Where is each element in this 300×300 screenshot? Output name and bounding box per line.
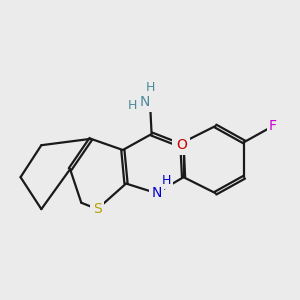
Text: O: O <box>176 138 188 152</box>
Text: H: H <box>128 99 137 112</box>
Text: N: N <box>151 186 162 200</box>
Text: S: S <box>93 202 102 216</box>
Text: H: H <box>145 81 155 94</box>
Text: N: N <box>140 95 150 109</box>
Text: F: F <box>269 119 277 133</box>
Text: H: H <box>161 174 171 187</box>
Text: O: O <box>175 138 186 152</box>
